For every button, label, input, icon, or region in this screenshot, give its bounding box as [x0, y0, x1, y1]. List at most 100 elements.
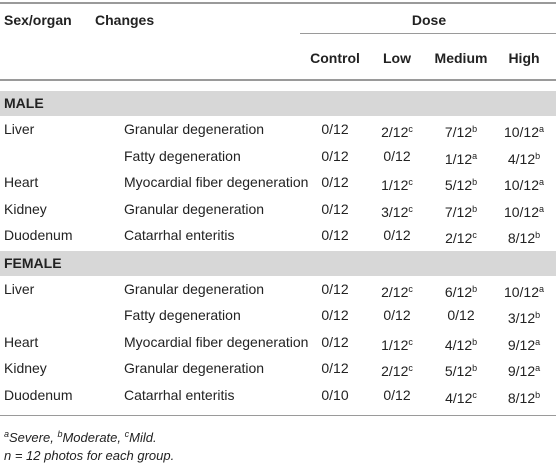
cell-text: 1/12: [381, 336, 409, 353]
cell-sup: b: [472, 177, 478, 187]
section-label: FEMALE: [4, 254, 62, 271]
cell-sup: b: [535, 389, 541, 400]
cell: 7/12b: [445, 200, 477, 221]
footnote-text: Moderate,: [62, 430, 122, 445]
cell-sup: c: [472, 389, 477, 400]
header-dose-level: High: [508, 50, 540, 66]
cell-text: 7/12: [444, 124, 473, 140]
cell: 8/12b: [508, 226, 540, 247]
cell: 0/12: [321, 307, 349, 323]
cell: 9/12a: [508, 333, 540, 354]
cell: 0/12: [321, 121, 349, 137]
cell: 0/10: [321, 386, 349, 403]
header-dose: Dose: [411, 12, 447, 28]
cell-text: 10/12: [503, 283, 540, 300]
change: Catarrhal enteritis: [124, 227, 235, 243]
cell-text: 5/12: [444, 363, 473, 379]
cell-text: 4/12: [445, 389, 473, 406]
cell: 3/12b: [508, 306, 540, 327]
cell: 4/12b: [445, 333, 477, 354]
footnote-sup: b: [57, 429, 63, 439]
cell: 10/12a: [504, 200, 544, 221]
cell-text: 7/12: [444, 203, 473, 220]
cell: 0/12: [383, 386, 411, 403]
header-dose-level: Control: [310, 50, 360, 66]
cell-text: 8/12: [507, 389, 536, 406]
footnote: n = 12 photos for each group.: [4, 448, 175, 463]
cell-sup: b: [472, 203, 478, 214]
cell-text: 4/12: [444, 336, 473, 353]
top-rule: [0, 2, 556, 4]
cell: 4/12c: [445, 386, 477, 407]
cell: 0/12: [321, 280, 349, 297]
cell-text: 4/12: [507, 150, 536, 167]
cell: 1/12c: [381, 333, 413, 354]
section-label: MALE: [4, 95, 44, 111]
footnote-sup: a: [4, 429, 10, 439]
cell-text: 1/12: [381, 177, 409, 193]
footnote-text: Mild.: [129, 430, 157, 445]
cell-sup: b: [472, 363, 478, 373]
cell: 2/12c: [381, 120, 413, 141]
cell: 10/12a: [504, 120, 544, 141]
cell: 0/12: [447, 307, 475, 323]
cell-sup: b: [535, 230, 541, 240]
cell-sup: c: [408, 124, 413, 134]
cell-sup: c: [472, 230, 477, 240]
cell: 6/12b: [445, 280, 477, 301]
cell: 8/12b: [508, 386, 540, 407]
cell: 0/12: [321, 333, 349, 350]
header-changes: Changes: [95, 12, 155, 28]
cell: 0/12: [383, 147, 411, 164]
change: Myocardial fiber degeneration: [124, 174, 309, 190]
change: Catarrhal enteritis: [124, 386, 235, 403]
cell-text: 3/12: [381, 203, 409, 220]
cell: 9/12a: [508, 359, 540, 380]
change: Myocardial fiber degeneration: [124, 333, 309, 350]
header-dose-level: Low: [383, 50, 411, 66]
cell-sup: c: [408, 203, 413, 214]
change: Granular degeneration: [124, 200, 265, 217]
footnote-text: Severe,: [9, 430, 54, 445]
cell-text: 10/12: [503, 124, 540, 140]
header-rule: [0, 79, 556, 81]
cell-sup: a: [539, 203, 545, 214]
organ: Liver: [4, 280, 35, 297]
organ: Heart: [4, 174, 39, 190]
cell: 4/12b: [508, 147, 540, 168]
change: Granular degeneration: [124, 121, 265, 137]
change: Fatty degeneration: [124, 147, 241, 164]
cell-text: 9/12: [507, 336, 536, 353]
bottom-rule: [0, 415, 556, 416]
cell-sup: a: [535, 363, 541, 373]
cell: 10/12a: [504, 173, 544, 194]
cell-text: 2/12: [381, 124, 409, 140]
cell: 0/12: [321, 360, 349, 376]
cell-text: 5/12: [444, 177, 473, 193]
organ: Heart: [4, 333, 39, 350]
cell: 0/12: [383, 227, 411, 243]
cell-sup: a: [535, 336, 541, 347]
organ: Kidney: [4, 360, 47, 376]
cell-text: 2/12: [381, 283, 409, 300]
header-dose-level: Medium: [434, 50, 488, 66]
cell: 0/12: [321, 227, 349, 243]
footnote-sup: c: [124, 429, 130, 439]
organ: Duodenum: [4, 386, 73, 403]
cell-sup: b: [472, 283, 478, 294]
header-sex-organ: Sex/organ: [4, 12, 72, 28]
dose-rule: [300, 33, 556, 34]
cell-text: 2/12: [381, 363, 409, 379]
cell-text: 2/12: [445, 230, 473, 246]
cell: 0/12: [321, 174, 349, 190]
cell-sup: c: [408, 363, 413, 373]
footnote: aSevere, bModerate, cMild.: [4, 425, 157, 447]
organ: Duodenum: [4, 227, 73, 243]
section-band: [0, 91, 556, 116]
cell-text: 9/12: [507, 363, 536, 379]
cell-text: 6/12: [444, 283, 473, 300]
cell-text: 3/12: [507, 310, 536, 326]
cell-sup: a: [539, 283, 545, 294]
cell-sup: b: [535, 150, 541, 161]
